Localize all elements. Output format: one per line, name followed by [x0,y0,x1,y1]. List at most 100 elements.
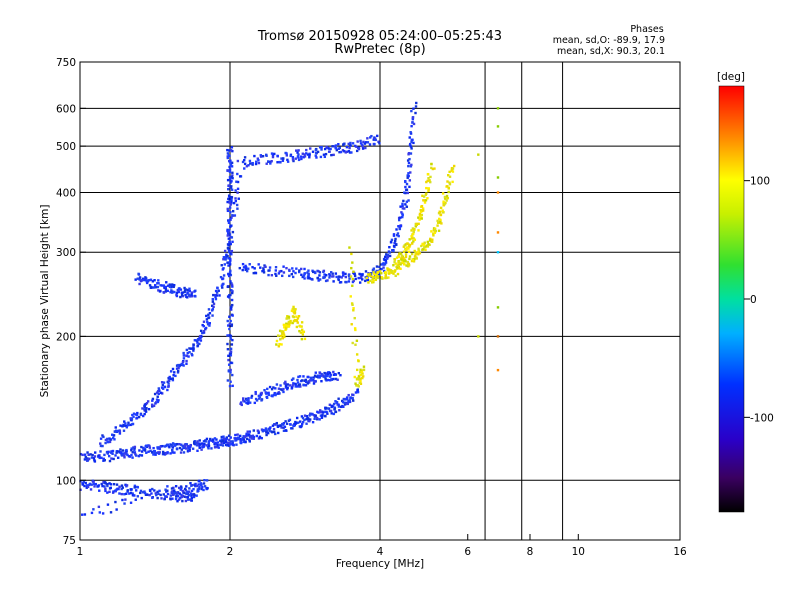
data-point [102,480,105,484]
data-point [133,486,137,489]
data-point [202,331,206,334]
data-point [359,368,362,372]
data-point [406,176,409,179]
data-point [407,264,411,267]
data-point [386,269,390,272]
data-point [322,153,326,156]
data-point [286,158,289,162]
data-point [231,177,234,180]
data-point [284,429,287,432]
data-point [295,315,298,318]
data-point [141,277,145,280]
data-point [318,271,322,274]
data-point [177,288,180,292]
data-point [108,459,112,463]
data-point [247,397,250,400]
data-point [183,491,186,495]
data-point [180,493,183,497]
data-point [117,487,120,491]
data-point [232,443,235,447]
data-point [164,290,168,293]
data-point [158,451,161,454]
data-point [226,443,230,446]
data-point [186,495,190,499]
data-point [326,374,329,378]
data-point [200,442,204,445]
data-point [196,341,199,344]
colorbar-tick-label: 0 [750,294,757,306]
data-point [188,487,191,490]
data-point [383,255,387,259]
data-point [301,333,305,336]
x-tick-label: 4 [377,546,384,558]
data-point [138,276,142,279]
data-point [248,159,252,163]
data-point [152,453,155,456]
data-point [281,422,284,426]
data-point [169,452,172,455]
data-point [451,180,454,184]
data-point [105,450,109,454]
stats-x-mode: mean, sd,X: 90.3, 20.1 [557,46,665,57]
data-point [288,418,292,422]
data-point [90,456,94,459]
data-point [286,160,290,163]
data-point [443,202,446,206]
data-point [241,160,245,164]
data-point [250,394,254,398]
data-point [227,244,230,247]
data-point [496,191,500,194]
data-point [296,317,300,320]
data-point [249,162,252,165]
data-point [320,380,323,383]
data-point [357,385,360,388]
data-point [133,451,137,454]
data-point [202,325,205,328]
data-point [297,158,301,162]
data-point [246,437,249,441]
data-point [433,231,437,234]
data-point [173,489,176,492]
data-point [408,179,412,182]
data-point [245,165,249,168]
data-point [284,328,287,332]
data-point [400,256,403,260]
data-point [438,210,441,213]
data-point [108,482,111,485]
data-point [166,284,170,287]
data-point [146,400,150,403]
data-point [338,146,341,150]
data-point [180,495,184,499]
data-point [315,375,318,378]
data-point [119,424,122,427]
data-point [135,454,138,457]
data-point [320,415,324,418]
data-point [380,267,383,271]
data-point [285,327,288,330]
data-point [111,452,114,455]
data-point [161,444,164,448]
data-points [79,101,500,516]
data-point [188,350,191,354]
data-point [409,131,412,134]
data-point [186,498,190,501]
data-point [231,441,234,444]
data-point [350,323,353,326]
data-point [227,257,230,260]
data-point [403,259,406,262]
data-point [425,192,428,195]
data-point [315,416,319,420]
data-point [101,512,105,515]
data-point [160,284,164,287]
data-point [139,489,143,493]
data-point [448,170,451,174]
data-point [244,268,247,271]
data-point [292,315,296,319]
data-point [416,250,420,253]
data-point [433,167,436,170]
data-point [252,437,255,440]
data-point [409,132,413,135]
data-point [308,418,312,421]
data-point [432,234,435,237]
data-point [226,342,229,346]
